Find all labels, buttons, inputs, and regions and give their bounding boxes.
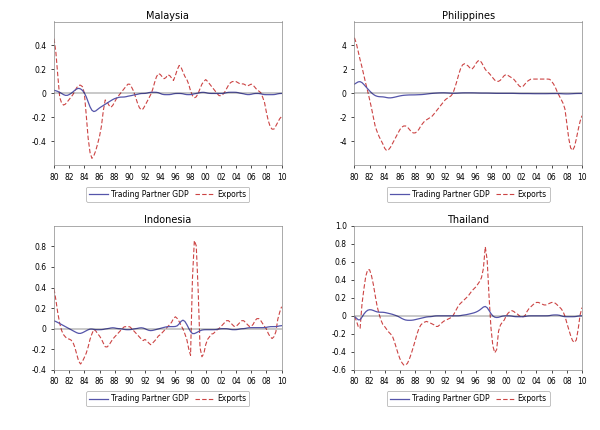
Legend: Trading Partner GDP, Exports: Trading Partner GDP, Exports: [86, 187, 250, 202]
Legend: Trading Partner GDP, Exports: Trading Partner GDP, Exports: [386, 187, 550, 202]
Title: Thailand: Thailand: [447, 215, 489, 225]
Title: Philippines: Philippines: [442, 11, 495, 21]
Legend: Trading Partner GDP, Exports: Trading Partner GDP, Exports: [386, 391, 550, 406]
Title: Indonesia: Indonesia: [144, 215, 191, 225]
Title: Malaysia: Malaysia: [146, 11, 189, 21]
Legend: Trading Partner GDP, Exports: Trading Partner GDP, Exports: [86, 391, 250, 406]
